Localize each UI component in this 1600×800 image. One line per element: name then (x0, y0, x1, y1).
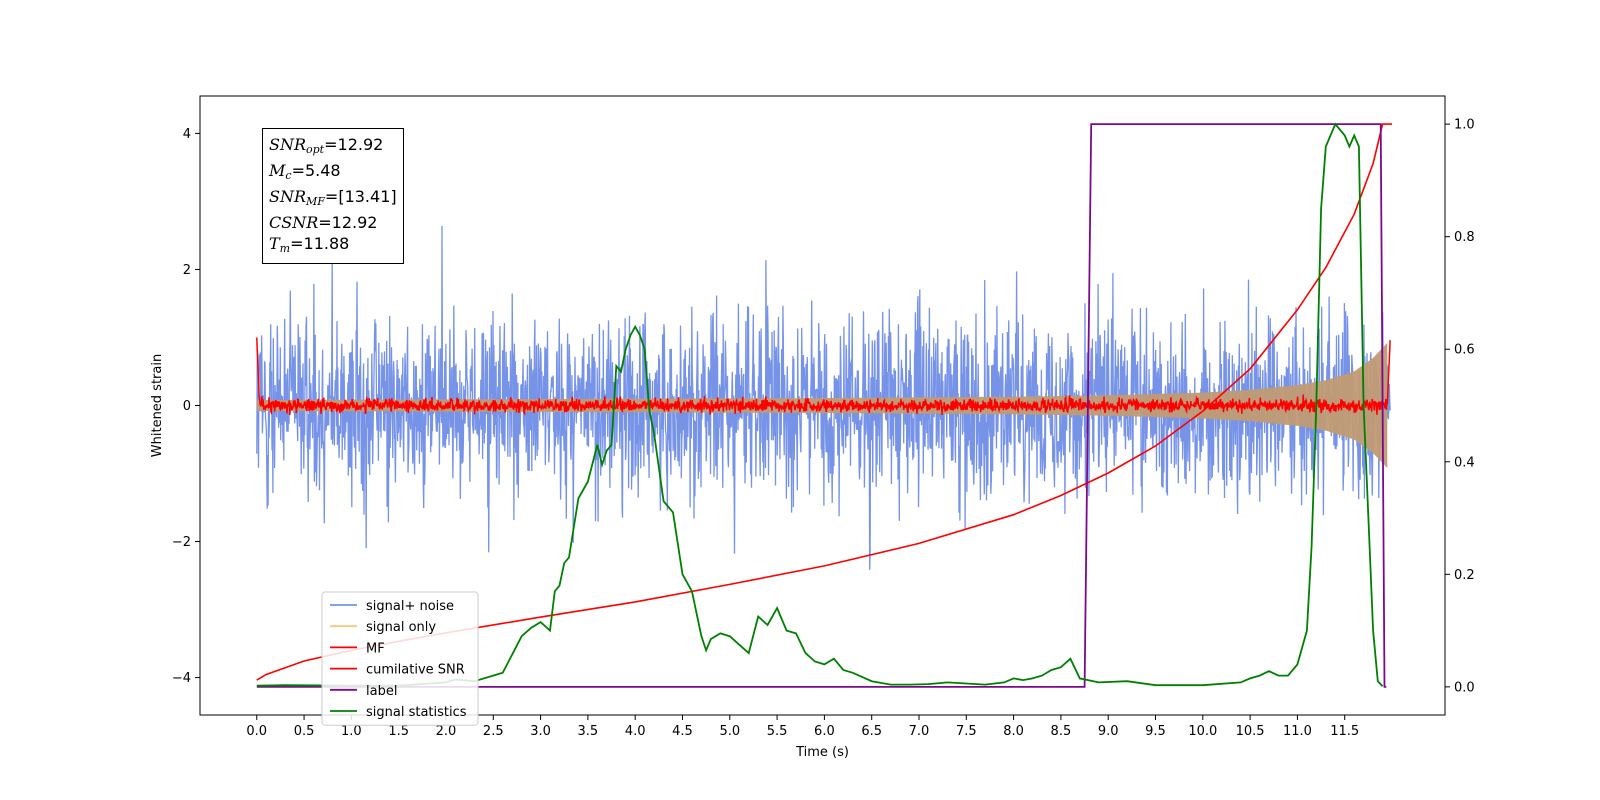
x-tick-label: 10.0 (1188, 724, 1217, 739)
x-tick-label: 6.0 (814, 724, 835, 739)
x-axis: 0.0 0.5 1.0 1.5 2.0 2.5 3.0 3.5 4.0 4.5 5.0 5.5 6.0 6… (246, 715, 1359, 739)
y-right-tick-label: 1.0 (1454, 118, 1475, 133)
legend-entry: MF (366, 641, 385, 656)
csnr-line: CSNR=12.92 (269, 213, 378, 232)
x-tick-label: 1.0 (341, 724, 362, 739)
x-tick-label: 7.5 (956, 724, 977, 739)
x-tick-label: 1.5 (388, 724, 409, 739)
snr-mf-line: SNRMF=[13.41] (269, 187, 397, 208)
y-right-tick-label: 0.2 (1454, 568, 1475, 583)
label-line (256, 123, 1387, 688)
x-tick-label: 7.0 (909, 724, 930, 739)
x-tick-label: 5.0 (719, 724, 740, 739)
y-right-tick-label: 0.6 (1454, 343, 1475, 358)
series-signal-noise (256, 225, 1391, 570)
series-signal-statistics (256, 122, 1384, 687)
mc-line: Mc=5.48 (269, 161, 341, 182)
mf-line (256, 337, 1391, 416)
legend-entry: label (366, 684, 397, 699)
signal-noise-line (256, 225, 1391, 570)
y-right-tick-label: 0.8 (1454, 230, 1475, 245)
y-right-tick-label: 0.0 (1454, 680, 1475, 695)
x-tick-label: 2.0 (436, 724, 457, 739)
series-mf (256, 337, 1391, 416)
x-tick-label: 3.0 (530, 724, 551, 739)
y-left-tick-label: 4 (183, 127, 191, 142)
x-tick-label: 8.0 (1003, 724, 1024, 739)
snr-opt-line: SNRopt=12.92 (269, 135, 384, 156)
legend-entry: signal+ noise (366, 599, 454, 614)
y-right-tick-label: 0.4 (1454, 455, 1475, 470)
signal-statistics-line (256, 122, 1384, 687)
y-axis-label: Whitened strain (150, 354, 165, 457)
y-axis-right: 1.0 0.8 0.6 0.4 0.2 0.0 (1445, 118, 1475, 695)
x-tick-label: 11.5 (1330, 724, 1359, 739)
legend-frame (321, 591, 479, 726)
x-tick-label: 9.0 (1098, 724, 1119, 739)
x-tick-label: 6.5 (861, 724, 882, 739)
x-axis-label: Time (s) (795, 745, 849, 760)
x-tick-label: 0.5 (294, 724, 315, 739)
legend-entry: signal only (366, 620, 436, 635)
y-left-tick-label: 2 (183, 263, 191, 278)
x-tick-label: 10.5 (1236, 724, 1265, 739)
x-tick-label: 9.5 (1145, 724, 1166, 739)
x-tick-label: 5.5 (767, 724, 788, 739)
x-tick-label: 0.0 (246, 724, 267, 739)
y-left-tick-label: −4 (172, 671, 191, 686)
tm-line: Tm=11.88 (269, 234, 350, 255)
x-tick-label: 4.0 (625, 724, 646, 739)
x-tick-label: 8.5 (1051, 724, 1072, 739)
y-left-tick-label: 0 (183, 399, 191, 414)
legend-entry: cumilative SNR (366, 663, 465, 678)
x-tick-label: 11.0 (1283, 724, 1312, 739)
y-left-tick-label: −2 (172, 535, 191, 550)
x-tick-label: 4.5 (672, 724, 693, 739)
y-axis-left: 4 2 0 −2 −4 (172, 127, 200, 686)
legend: signal+ noise signal only MF cumilative SNR… (321, 591, 479, 726)
series-label (256, 123, 1387, 688)
stats-annotation-box: SNRopt=12.92 Mc=5.48 SNRMF=[13.41] CSNR=… (262, 128, 404, 264)
x-tick-label: 2.5 (483, 724, 504, 739)
legend-entry: signal statistics (366, 705, 467, 720)
x-tick-label: 3.5 (578, 724, 599, 739)
